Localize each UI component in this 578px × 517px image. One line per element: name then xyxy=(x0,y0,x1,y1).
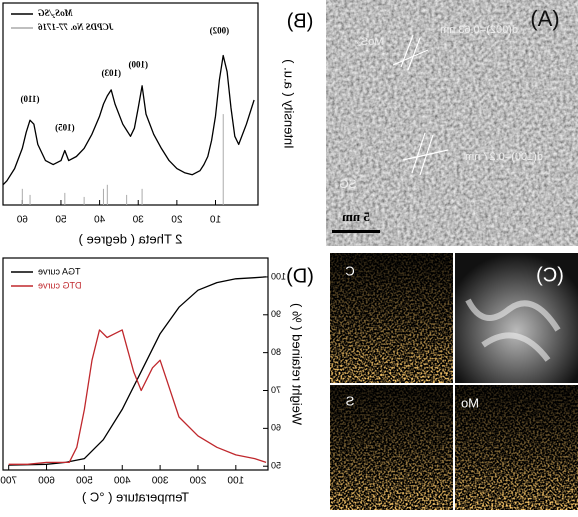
sem-flakes xyxy=(465,298,561,362)
x-tick-label: 100 xyxy=(227,476,244,487)
scale-bar-label: 5 nm xyxy=(342,209,370,224)
map-label: Mo xyxy=(461,395,479,410)
x-tick-label: 60 xyxy=(16,215,28,226)
y-tick-label: 60 xyxy=(271,423,281,433)
x-tick-label: 20 xyxy=(171,215,183,226)
x-tick-label: 30 xyxy=(132,215,144,226)
x-tick-label: 500 xyxy=(76,476,93,487)
y-axis-label: Intensity ( a.u. ) xyxy=(282,59,297,149)
peak-label: (110) xyxy=(21,94,40,104)
map-mo xyxy=(455,385,578,510)
map-s xyxy=(330,385,453,510)
peak-label: (100) xyxy=(128,60,148,70)
map-c xyxy=(330,253,453,383)
y-tick-label: 90 xyxy=(271,309,281,319)
tem-label: SG xyxy=(339,177,356,191)
legend-label: TGA curve xyxy=(38,266,81,276)
y-tick-label: 70 xyxy=(271,385,281,395)
x-tick-label: 10 xyxy=(210,215,222,226)
peak-label: (002) xyxy=(210,25,230,35)
x-tick-label: 600 xyxy=(38,476,55,487)
legend-label: JCPDS No. 77-1716 xyxy=(38,22,115,32)
peak-label: (103) xyxy=(101,68,121,78)
tem-image xyxy=(326,0,578,246)
lattice-marks xyxy=(392,34,449,176)
scale-bar xyxy=(332,230,380,233)
tem-label: d(002)=0.63 nm xyxy=(440,24,518,36)
data-line xyxy=(8,276,267,466)
panel-label: (C) xyxy=(536,264,564,286)
y-tick-label: 50 xyxy=(271,461,281,471)
plot-frame xyxy=(2,2,259,206)
legend-label: DTG curve xyxy=(38,280,82,290)
panel-label: (D) xyxy=(286,265,314,287)
x-axis-label: Temperature ( °C ) xyxy=(82,489,189,504)
sem-image xyxy=(455,253,578,383)
tem-label: MoS₂ xyxy=(357,36,384,48)
data-line xyxy=(2,54,255,186)
panel-label: (A) xyxy=(530,6,559,31)
x-tick-label: 40 xyxy=(94,215,106,226)
y-tick-label: 80 xyxy=(271,347,281,357)
y-tick-label: 100 xyxy=(271,271,286,281)
x-tick-label: 300 xyxy=(151,476,168,487)
x-tick-label: 700 xyxy=(0,476,17,487)
map-label: C xyxy=(345,263,354,278)
map-label: S xyxy=(345,393,354,408)
data-line xyxy=(8,329,267,465)
x-tick-label: 200 xyxy=(189,476,206,487)
x-axis-label: 2 Theta ( degree ) xyxy=(79,231,183,246)
y-axis-label: Weight retained ( % ) xyxy=(290,303,305,425)
panel-label: (B) xyxy=(287,10,314,32)
legend-label: MoS₂/SG xyxy=(38,8,74,18)
plot-frame xyxy=(2,257,269,471)
peak-label: (105) xyxy=(55,122,75,132)
x-tick-label: 400 xyxy=(113,476,130,487)
x-tick-label: 50 xyxy=(55,215,67,226)
tem-label: d(100)=0.27 nm xyxy=(465,151,543,163)
